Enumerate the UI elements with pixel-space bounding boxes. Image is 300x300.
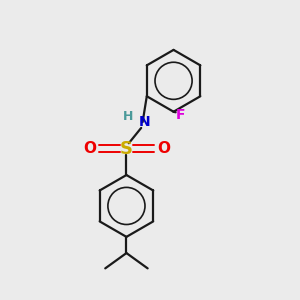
Text: S: S: [120, 140, 133, 158]
Text: O: O: [83, 141, 96, 156]
Text: F: F: [176, 108, 186, 122]
Text: O: O: [157, 141, 170, 156]
Text: H: H: [123, 110, 134, 123]
Text: N: N: [138, 115, 150, 129]
